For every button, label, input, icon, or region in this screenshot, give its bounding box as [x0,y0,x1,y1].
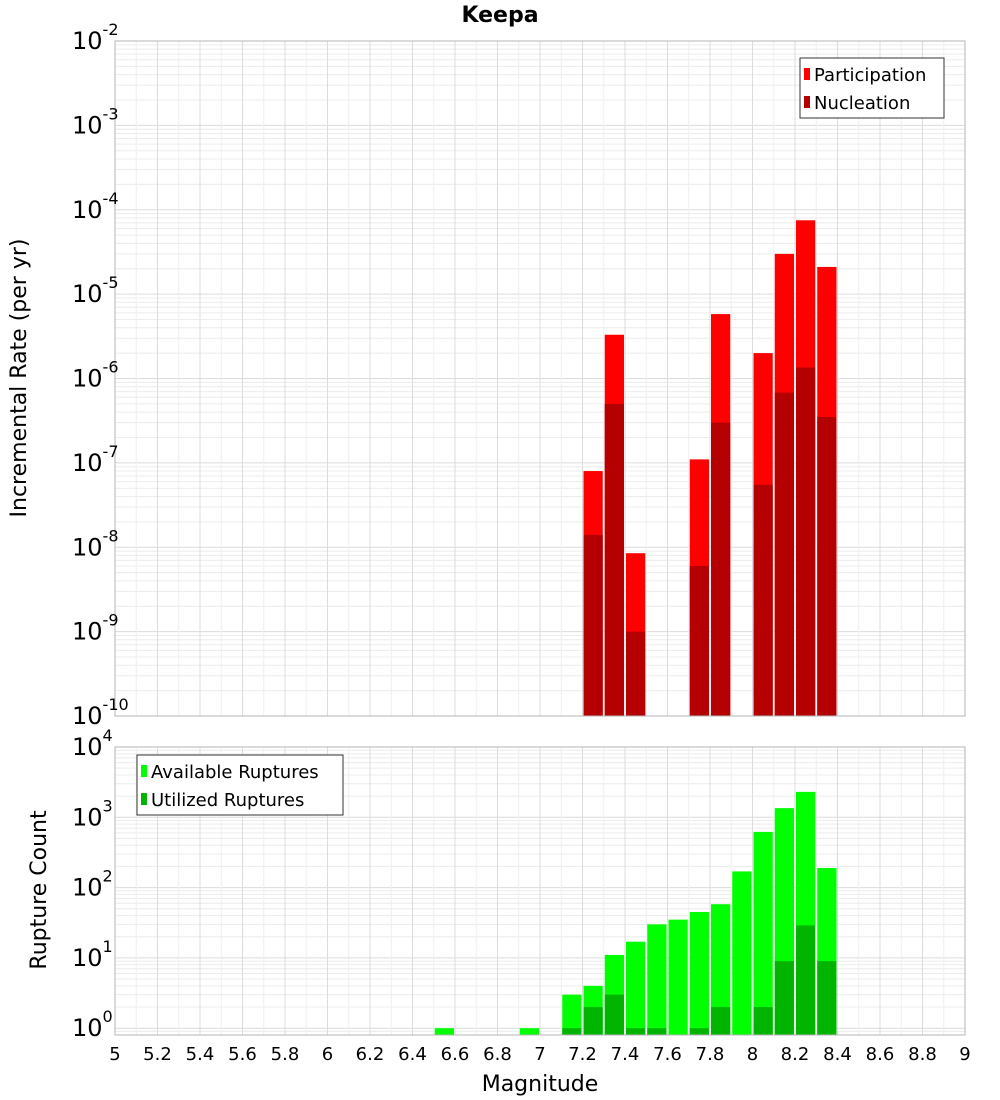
bottom-y-ticks: 100 101 102 103 104 [72,726,113,1042]
legend-label: Available Ruptures [151,762,319,783]
bar-utilized-ruptures [583,1007,603,1035]
bar-available-ruptures [519,1028,539,1035]
bottom-legend: Available Ruptures Utilized Ruptures [136,754,344,816]
y-tick-label: 10-8 [72,526,119,561]
bar-utilized-ruptures [796,925,816,1035]
bar-nucleation [689,565,709,716]
y-tick-label: 103 [72,796,113,831]
y-tick-label: 100 [72,1007,113,1042]
bar-utilized-ruptures [753,1007,773,1035]
top-y-axis-label: Incremental Rate (per yr) [7,239,32,518]
bar-available-ruptures [753,831,773,1035]
legend-label: Participation [814,65,926,86]
y-tick-label: 101 [72,937,113,972]
bottom-plot-frame [114,746,966,1036]
x-tick-label: 8.2 [781,1044,810,1065]
y-tick-label: 10-2 [72,20,119,55]
bottom-y-axis-label: Rupture Count [27,810,52,970]
x-tick-label: 7.8 [696,1044,725,1065]
bar-nucleation [753,484,773,716]
legend-box [799,57,945,119]
x-tick-label: 5.4 [186,1044,215,1065]
bar-nucleation [583,534,603,716]
bar-available-ruptures [668,919,688,1035]
top-series-nucleation [583,367,837,716]
x-tick-label: 6.2 [356,1044,385,1065]
x-tick-label: 8.4 [823,1044,852,1065]
legend-label: Nucleation [814,93,910,114]
bar-nucleation [604,403,624,716]
x-tick-label: 8.8 [908,1044,937,1065]
y-tick-label: 10-7 [72,442,119,477]
top-panel-rate: 10-10 10-9 10-8 10-7 10-6 10-5 10-4 10-3 10-2 Par… [72,20,966,730]
bar-nucleation [774,392,794,716]
bar-available-ruptures [562,994,582,1035]
top-legend: Participation Nucleation [799,57,945,119]
bar-available-ruptures [711,904,731,1035]
bar-available-ruptures [626,941,646,1035]
bar-available-ruptures [434,1028,454,1035]
bar-nucleation [796,367,816,716]
bottom-panel-count: 100 101 102 103 104 5 5.2 5.4 5.6 5.8 6 6.2 6.4 6.6 6.… [72,726,971,1065]
x-tick-label: 5 [109,1044,120,1065]
x-axis-label: Magnitude [482,1072,599,1097]
x-tick-label: 9 [959,1044,970,1065]
y-tick-label: 104 [72,726,113,761]
x-tick-label: 6 [322,1044,333,1065]
bar-utilized-ruptures [817,961,837,1035]
y-tick-label: 10-6 [72,358,119,393]
legend-swatch [141,765,147,777]
y-tick-label: 10-5 [72,273,119,308]
y-tick-label: 10-9 [72,611,119,646]
bar-available-ruptures [732,871,752,1035]
bar-nucleation [711,422,731,716]
y-tick-label: 10-10 [72,695,129,730]
x-ticks: 5 5.2 5.4 5.6 5.8 6 6.2 6.4 6.6 6.8 7 7.2 7.4 7.6 7.8 8… [109,1044,970,1065]
chart-title: Keepa [461,3,538,28]
top-y-ticks: 10-10 10-9 10-8 10-7 10-6 10-5 10-4 10-3 10-2 [72,20,129,730]
bar-utilized-ruptures [562,1028,582,1035]
x-tick-label: 5.6 [228,1044,257,1065]
x-tick-label: 8 [747,1044,758,1065]
x-tick-label: 5.8 [271,1044,300,1065]
bar-utilized-ruptures [774,961,794,1035]
x-tick-label: 7.6 [653,1044,682,1065]
x-tick-label: 8.6 [866,1044,895,1065]
y-tick-label: 10-3 [72,104,119,139]
bar-utilized-ruptures [711,1007,731,1035]
bar-available-ruptures [647,924,667,1035]
bar-utilized-ruptures [647,1028,667,1035]
bar-available-ruptures [689,911,709,1035]
bar-utilized-ruptures [604,994,624,1035]
legend-label: Utilized Ruptures [151,790,304,811]
x-tick-label: 7.2 [568,1044,597,1065]
top-plot-frame [114,40,966,717]
bar-utilized-ruptures [626,1028,646,1035]
x-tick-label: 7.4 [611,1044,640,1065]
legend-swatch [804,96,810,108]
bar-nucleation [817,416,837,716]
x-tick-label: 5.2 [143,1044,172,1065]
legend-box [136,754,344,816]
legend-swatch [141,793,147,805]
x-tick-label: 6.8 [483,1044,512,1065]
top-gridlines [114,40,966,717]
y-tick-label: 102 [72,867,113,902]
y-tick-label: 10-4 [72,189,119,224]
x-tick-label: 7 [534,1044,545,1065]
bar-nucleation [626,631,646,716]
bottom-series-utilized-ruptures [562,925,837,1035]
bar-utilized-ruptures [689,1028,709,1035]
x-tick-label: 6.4 [398,1044,427,1065]
legend-swatch [804,68,810,80]
x-tick-label: 6.6 [441,1044,470,1065]
